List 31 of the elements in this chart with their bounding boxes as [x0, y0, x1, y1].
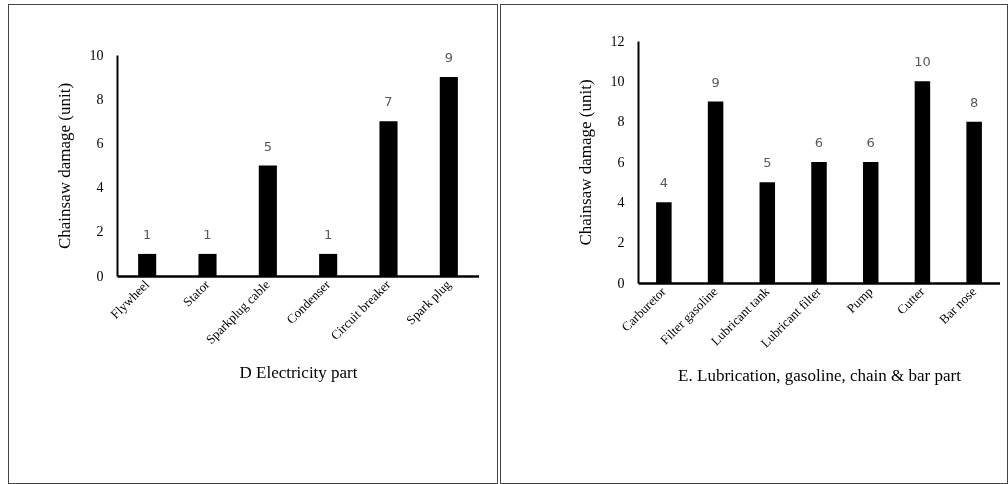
data-label: 1 — [324, 226, 333, 242]
y-tick-label: 6 — [617, 154, 625, 170]
y-axis-title: Chainsaw damage (unit) — [54, 82, 74, 250]
y-tick-label: 4 — [96, 180, 104, 196]
y-tick-label: 12 — [610, 33, 625, 49]
x-axis-title: D Electricity part — [239, 362, 358, 382]
y-tick-label: 6 — [96, 135, 104, 151]
y-tick-label: 0 — [96, 268, 104, 284]
y-tick-label: 10 — [610, 73, 625, 89]
x-tick-label: Bar nose — [936, 283, 980, 327]
data-label: 1 — [143, 226, 152, 242]
y-tick-label: 4 — [617, 194, 625, 210]
y-tick-label: 0 — [617, 275, 625, 291]
data-label: 6 — [866, 135, 875, 150]
x-axis-title: E. Lubrication, gasoline, chain & bar part — [678, 366, 962, 386]
data-label: 5 — [263, 138, 272, 154]
y-tick-label: 10 — [89, 47, 104, 63]
y-tick-label: 2 — [96, 224, 104, 240]
y-tick-label: 8 — [617, 114, 625, 130]
y-tick-label: 8 — [96, 91, 104, 107]
data-label: 6 — [814, 135, 824, 150]
data-label: 5 — [763, 155, 772, 171]
data-label: 8 — [970, 94, 979, 110]
data-label: 10 — [914, 54, 931, 70]
y-tick-label: 2 — [617, 235, 625, 251]
data-label: 4 — [659, 175, 668, 191]
y-axis-title: Chainsaw damage (unit) — [575, 79, 595, 246]
data-label: 1 — [203, 226, 212, 242]
data-label: 7 — [384, 94, 393, 110]
data-label: 9 — [444, 50, 453, 66]
data-label: 9 — [711, 74, 720, 90]
